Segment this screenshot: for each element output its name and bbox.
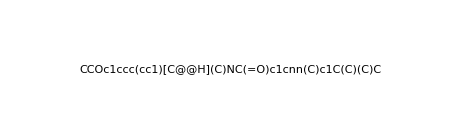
Text: CCOc1ccc(cc1)[C@@H](C)NC(=O)c1cnn(C)c1C(C)(C)C: CCOc1ccc(cc1)[C@@H](C)NC(=O)c1cnn(C)c1C(… (79, 64, 382, 75)
